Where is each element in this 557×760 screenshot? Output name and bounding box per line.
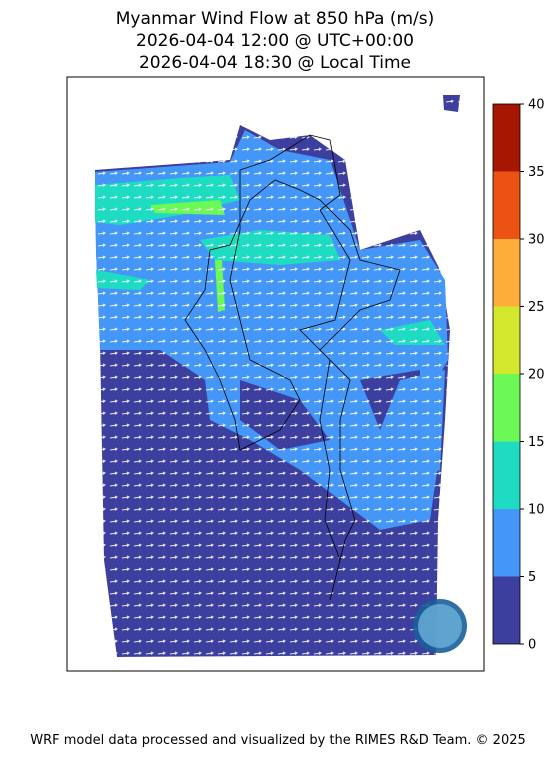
colorbar-tick-label: 10 <box>528 503 545 518</box>
colorbar-tick-label: 0 <box>528 638 536 653</box>
colorbar-segment <box>493 104 520 172</box>
colorbar-segment <box>493 239 520 307</box>
colorbar-segment <box>493 306 520 374</box>
colorbar-tick-label: 30 <box>528 233 545 248</box>
title-line: Myanmar Wind Flow at 850 hPa (m/s) <box>116 9 434 29</box>
colorbar-segment <box>493 374 520 442</box>
colorbar-tick-label: 20 <box>528 368 545 383</box>
colorbar-segment <box>493 171 520 239</box>
colorbar-tick-label: 15 <box>528 435 545 450</box>
colorbar: 0 5 10 15 20 25 30 35 40 <box>492 98 545 653</box>
colorbar-tick-label: 35 <box>528 165 545 180</box>
colorbar-tick-label: 5 <box>528 570 536 585</box>
colorbar-tick-label: 25 <box>528 300 545 315</box>
colorbar-segment <box>493 441 520 509</box>
colorbar-tick-label: 40 <box>528 98 545 113</box>
colorbar-segment <box>493 576 520 644</box>
title-line: 2026-04-04 18:30 @ Local Time <box>139 53 411 73</box>
colorbar-segment <box>493 509 520 577</box>
title-line: 2026-04-04 12:00 @ UTC+00:00 <box>136 31 414 51</box>
footer: WRF model data processed and visualized … <box>30 733 526 748</box>
map <box>66 76 485 672</box>
